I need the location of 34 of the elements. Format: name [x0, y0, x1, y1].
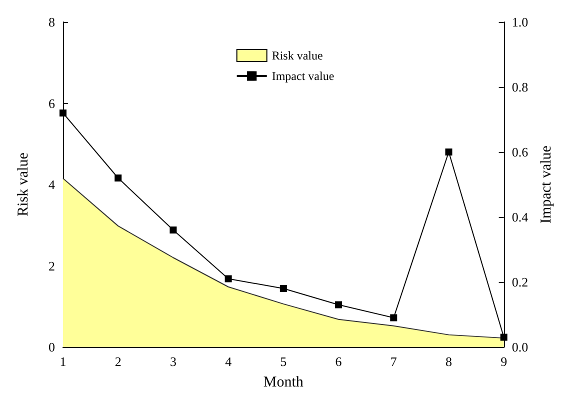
y-tick-label: 6 — [48, 96, 56, 111]
y2-tick-label: 0.6 — [512, 144, 529, 160]
point — [500, 334, 508, 341]
y2-tick-label: 0.4 — [512, 210, 529, 224]
point — [114, 174, 122, 182]
legend-label: Risk value — [272, 48, 323, 62]
y-tick-label: 2 — [48, 258, 55, 274]
point — [445, 148, 452, 156]
y2-tick-label: 0.0 — [512, 340, 528, 354]
x-tick-label: 1 — [60, 354, 66, 369]
y2-tick-label: 1.0 — [512, 14, 528, 30]
legend-label: Impact value — [272, 69, 334, 83]
x-tick-label: 8 — [445, 354, 452, 369]
y-tick-label: 0 — [48, 340, 55, 354]
point — [390, 314, 398, 322]
x-tick-label: 9 — [500, 354, 508, 369]
x-tick-label: 4 — [225, 354, 232, 369]
point — [170, 226, 177, 234]
y2-tick-label: 0.2 — [512, 274, 528, 290]
x-tick-label: 6 — [335, 354, 342, 369]
y2-axis-title: Impact value — [538, 145, 554, 224]
x-tick-label: 5 — [280, 354, 287, 369]
point — [280, 285, 287, 292]
x-axis-title: Month — [263, 374, 304, 390]
point — [335, 301, 342, 308]
y-axis-title: Risk value — [16, 152, 32, 216]
y-tick-label: 8 — [48, 14, 55, 30]
point — [224, 275, 232, 282]
x-tick-label: 2 — [114, 354, 122, 369]
point — [60, 110, 66, 116]
x-tick-label: 7 — [390, 354, 398, 369]
x-tick-label: 3 — [170, 354, 176, 369]
y2-tick-label: 0.8 — [512, 80, 528, 94]
y-tick-label: 4 — [48, 177, 56, 192]
